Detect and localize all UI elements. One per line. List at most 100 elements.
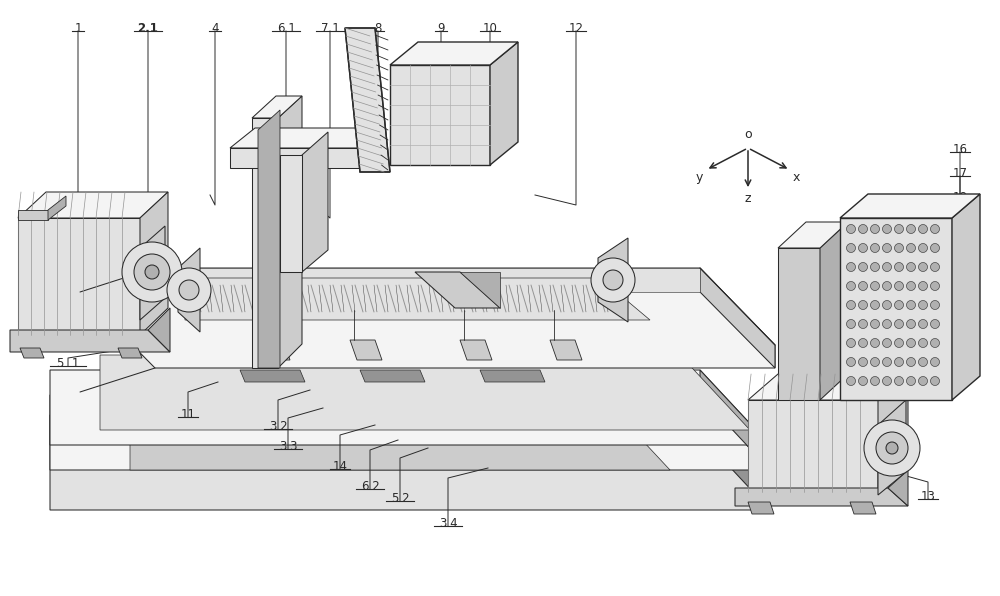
Text: 14: 14 xyxy=(332,460,348,473)
Polygon shape xyxy=(598,238,628,322)
Text: 6.2: 6.2 xyxy=(361,480,379,493)
Circle shape xyxy=(895,339,904,347)
Circle shape xyxy=(895,300,904,309)
Circle shape xyxy=(870,262,880,272)
Circle shape xyxy=(895,377,904,386)
Circle shape xyxy=(895,262,904,272)
Circle shape xyxy=(846,244,856,253)
Circle shape xyxy=(603,270,623,290)
Polygon shape xyxy=(18,210,48,220)
Text: 10: 10 xyxy=(483,22,497,35)
Circle shape xyxy=(930,377,940,386)
Polygon shape xyxy=(778,222,848,248)
Polygon shape xyxy=(258,110,280,368)
Circle shape xyxy=(930,281,940,290)
Circle shape xyxy=(858,244,868,253)
Polygon shape xyxy=(850,502,876,514)
Circle shape xyxy=(895,281,904,290)
Circle shape xyxy=(864,420,920,476)
Circle shape xyxy=(895,319,904,328)
Text: o: o xyxy=(744,128,752,141)
Circle shape xyxy=(858,262,868,272)
Circle shape xyxy=(591,258,635,302)
Polygon shape xyxy=(140,226,165,320)
Text: 7.2: 7.2 xyxy=(923,390,941,403)
Circle shape xyxy=(858,339,868,347)
Text: 3.1: 3.1 xyxy=(43,332,61,345)
Polygon shape xyxy=(50,395,770,470)
Circle shape xyxy=(846,281,856,290)
Text: 5.2: 5.2 xyxy=(391,492,409,505)
Circle shape xyxy=(876,432,908,464)
Circle shape xyxy=(858,377,868,386)
Circle shape xyxy=(906,358,916,367)
Circle shape xyxy=(918,339,928,347)
Circle shape xyxy=(930,244,940,253)
Circle shape xyxy=(930,358,940,367)
Circle shape xyxy=(906,225,916,234)
Text: 3.2: 3.2 xyxy=(269,420,287,433)
Polygon shape xyxy=(50,370,770,445)
Polygon shape xyxy=(460,272,500,308)
Circle shape xyxy=(846,262,856,272)
Polygon shape xyxy=(80,268,700,292)
Polygon shape xyxy=(778,248,820,400)
Circle shape xyxy=(906,300,916,309)
Polygon shape xyxy=(230,148,360,168)
Circle shape xyxy=(870,358,880,367)
Polygon shape xyxy=(10,330,170,352)
Polygon shape xyxy=(48,196,66,220)
Circle shape xyxy=(846,225,856,234)
Circle shape xyxy=(895,225,904,234)
Text: 5. 1: 5. 1 xyxy=(57,357,79,370)
Polygon shape xyxy=(360,128,385,168)
Circle shape xyxy=(930,319,940,328)
Text: 11: 11 xyxy=(180,408,196,421)
Polygon shape xyxy=(360,370,425,382)
Circle shape xyxy=(846,319,856,328)
Polygon shape xyxy=(18,218,140,335)
Polygon shape xyxy=(700,415,770,510)
Text: 6.1: 6.1 xyxy=(277,22,295,35)
Polygon shape xyxy=(18,192,168,218)
Circle shape xyxy=(883,339,892,347)
Polygon shape xyxy=(700,268,775,368)
Polygon shape xyxy=(148,308,170,352)
Polygon shape xyxy=(878,374,908,492)
Polygon shape xyxy=(862,374,890,384)
Circle shape xyxy=(886,442,898,454)
Polygon shape xyxy=(390,42,518,65)
Polygon shape xyxy=(280,155,302,272)
Text: z: z xyxy=(745,192,751,205)
Text: 3.4: 3.4 xyxy=(439,517,457,530)
Circle shape xyxy=(846,358,856,367)
Circle shape xyxy=(918,300,928,309)
Circle shape xyxy=(870,281,880,290)
Circle shape xyxy=(906,281,916,290)
Circle shape xyxy=(858,225,868,234)
Text: 12: 12 xyxy=(568,22,584,35)
Circle shape xyxy=(858,281,868,290)
Polygon shape xyxy=(80,268,775,368)
Circle shape xyxy=(895,244,904,253)
Polygon shape xyxy=(888,470,908,506)
Polygon shape xyxy=(460,340,492,360)
Circle shape xyxy=(883,244,892,253)
Polygon shape xyxy=(415,272,500,308)
Circle shape xyxy=(870,377,880,386)
Circle shape xyxy=(918,262,928,272)
Polygon shape xyxy=(878,400,906,495)
Circle shape xyxy=(883,377,892,386)
Polygon shape xyxy=(748,374,908,400)
Circle shape xyxy=(930,262,940,272)
Circle shape xyxy=(906,244,916,253)
Polygon shape xyxy=(278,96,302,368)
Circle shape xyxy=(918,319,928,328)
Text: 18: 18 xyxy=(953,191,967,204)
Text: 3.3: 3.3 xyxy=(279,440,297,453)
Polygon shape xyxy=(820,222,848,400)
Polygon shape xyxy=(178,248,200,332)
Polygon shape xyxy=(550,340,582,360)
Circle shape xyxy=(883,358,892,367)
Text: y: y xyxy=(696,170,703,184)
